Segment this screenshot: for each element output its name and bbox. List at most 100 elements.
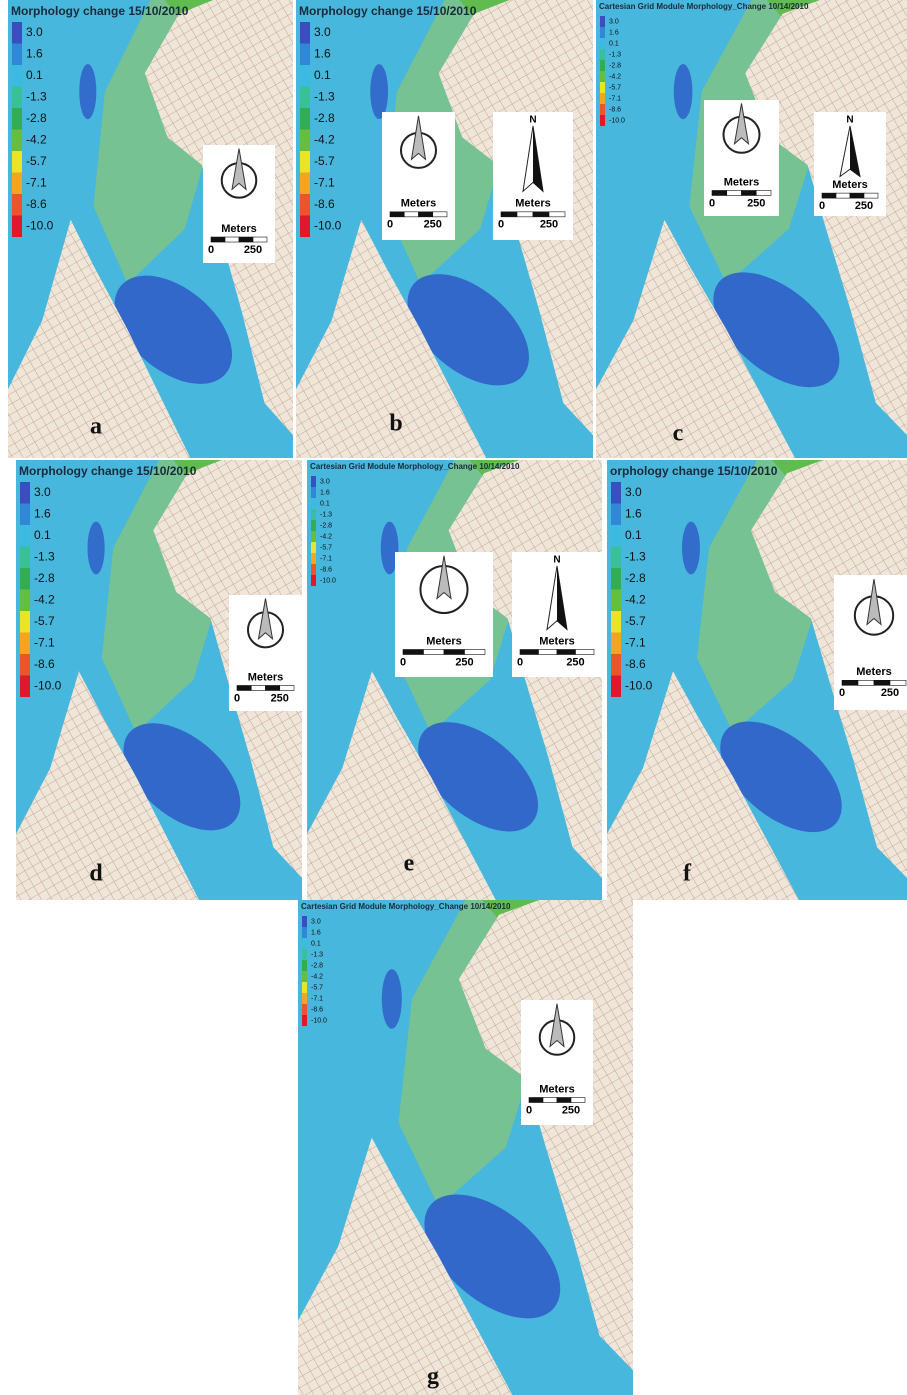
legend-swatch	[12, 87, 22, 109]
legend-swatch	[600, 38, 605, 49]
legend-swatch	[12, 22, 22, 44]
legend-label: -4.2	[311, 973, 323, 980]
map-panel: orphology change 15/10/20103.01.60.1-1.3…	[607, 460, 907, 900]
legend-swatch	[300, 65, 310, 87]
scale-segment	[419, 212, 433, 217]
scale-segment	[543, 1098, 557, 1103]
scale-segment	[822, 193, 836, 198]
scale-segment	[864, 193, 878, 198]
panel-letter: f	[683, 861, 692, 887]
scale-start: 0	[517, 656, 523, 668]
legend-label: -8.6	[625, 657, 646, 671]
scale-segment	[444, 650, 465, 655]
scale-segment	[571, 1098, 585, 1103]
scale-segment	[529, 1098, 543, 1103]
legend-swatch	[20, 676, 30, 698]
scale-segment	[424, 650, 445, 655]
legend-swatch	[20, 590, 30, 612]
legend-swatch	[600, 82, 605, 93]
scale-segment	[539, 650, 558, 655]
legend-label: -5.7	[625, 614, 646, 628]
legend-swatch	[311, 553, 316, 564]
legend-swatch	[300, 87, 310, 109]
legend-label: 0.1	[314, 68, 331, 82]
scale-segment	[842, 680, 858, 685]
scale-title: Meters	[515, 198, 550, 210]
scale-segment	[756, 190, 771, 195]
legend-swatch	[611, 504, 621, 526]
legend-label: 0.1	[311, 940, 321, 947]
legend-swatch	[302, 971, 307, 982]
legend-swatch	[302, 982, 307, 993]
legend-swatch	[302, 927, 307, 938]
scale-title: Meters	[539, 635, 574, 647]
scale-start: 0	[387, 219, 393, 231]
legend-label: -8.6	[314, 197, 335, 211]
scale-end: 250	[540, 219, 558, 231]
panel-title: Cartesian Grid Module Morphology_Change …	[301, 902, 511, 911]
panel-letter: b	[389, 411, 402, 437]
legend-label: -2.8	[320, 522, 332, 529]
deep-area	[382, 969, 402, 1028]
legend-swatch	[611, 482, 621, 504]
legend-label: 3.0	[320, 478, 330, 485]
legend-swatch	[12, 130, 22, 152]
scale-segment	[280, 685, 294, 690]
legend-label: -8.6	[34, 657, 55, 671]
legend-label: -7.1	[625, 635, 646, 649]
legend-label: -2.8	[34, 571, 55, 585]
legend-label: -4.2	[609, 73, 621, 80]
legend-label: -10.0	[609, 117, 625, 124]
legend-label: -1.3	[26, 89, 47, 103]
legend-swatch	[302, 1004, 307, 1015]
legend-swatch	[12, 44, 22, 66]
legend-swatch	[300, 194, 310, 216]
legend-swatch	[300, 44, 310, 66]
legend-label: -1.3	[320, 511, 332, 518]
scale-segment	[403, 650, 424, 655]
scale-title: Meters	[539, 1083, 574, 1095]
scale-segment	[576, 650, 595, 655]
legend-swatch	[302, 949, 307, 960]
figure: Morphology change 15/10/2010 3.0 1.6 0.1 -1.…	[0, 0, 907, 1395]
scale-segment	[433, 212, 447, 217]
scale-end: 250	[562, 1104, 580, 1116]
legend-label: -8.6	[311, 1006, 323, 1013]
legend-label: -2.8	[314, 111, 335, 125]
legend-swatch	[311, 487, 316, 498]
legend-label: -7.1	[311, 995, 323, 1002]
legend-label: -1.3	[625, 549, 646, 563]
legend-label: 3.0	[26, 25, 43, 39]
panel-letter: e	[404, 851, 415, 877]
legend-label: 1.6	[320, 489, 330, 496]
scale-segment	[404, 212, 418, 217]
legend-swatch	[311, 542, 316, 553]
scale-segment	[850, 193, 864, 198]
legend-swatch	[12, 216, 22, 238]
legend-label: -2.8	[609, 62, 621, 69]
legend-label: -2.8	[625, 571, 646, 585]
legend-swatch	[20, 504, 30, 526]
panel-title: Morphology change 15/10/2010	[11, 4, 189, 18]
legend-swatch	[12, 65, 22, 87]
legend-swatch	[611, 654, 621, 676]
legend-label: -10.0	[314, 218, 342, 232]
scale-end: 250	[455, 656, 473, 668]
legend-swatch	[12, 173, 22, 195]
legend-swatch	[300, 151, 310, 173]
scale-title: Meters	[856, 666, 891, 678]
panel-letter: a	[90, 414, 102, 440]
scale-segment	[557, 650, 576, 655]
legend-swatch	[300, 130, 310, 152]
scale-segment	[874, 680, 890, 685]
legend-swatch	[600, 27, 605, 38]
panel-letter: d	[89, 861, 103, 887]
legend-label: -10.0	[26, 218, 54, 232]
legend-swatch	[12, 151, 22, 173]
legend-label: 1.6	[314, 46, 331, 60]
panel-letter: g	[427, 1364, 439, 1390]
legend-swatch	[600, 104, 605, 115]
scale-end: 250	[881, 687, 899, 699]
legend-label: 0.1	[625, 528, 642, 542]
panel-title: Morphology change 15/10/2010	[19, 464, 197, 478]
